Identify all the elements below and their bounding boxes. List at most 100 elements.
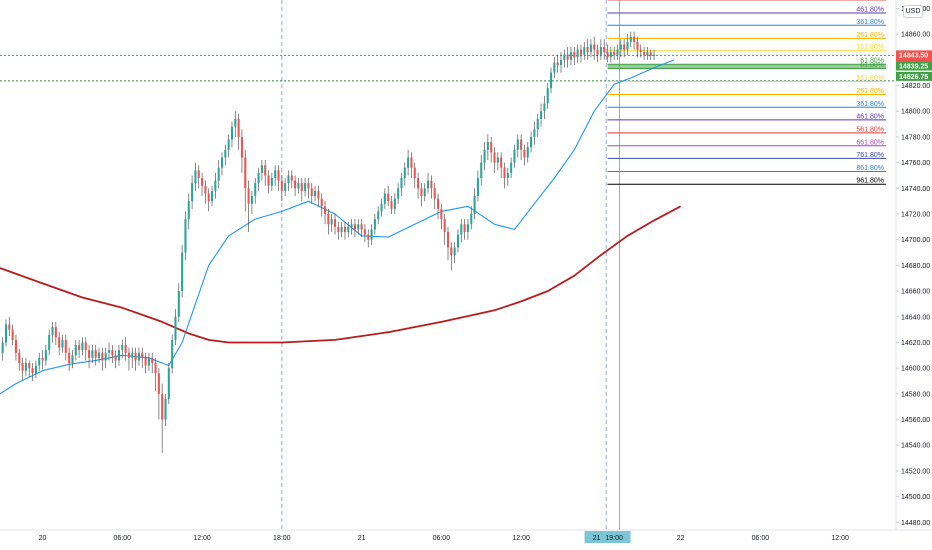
candle-body	[101, 352, 104, 361]
candle-body	[576, 49, 579, 58]
candle	[304, 178, 307, 197]
x-tick-label: 06:00	[752, 535, 770, 542]
price-axis[interactable]: 14480.00 14500.00 14520.00 14540.00 14560.00…	[896, 6, 930, 527]
y-tick-label: 14660.00	[901, 289, 930, 296]
y-tick-label: 14740.00	[901, 186, 930, 193]
candle-body	[513, 149, 516, 163]
candle-body	[114, 355, 117, 361]
candle	[84, 337, 87, 361]
candle-body	[78, 345, 81, 351]
candle-body	[603, 47, 606, 53]
candle	[500, 152, 503, 179]
candle	[490, 136, 493, 163]
candle-body	[164, 398, 167, 420]
vertical-markers	[281, 0, 620, 530]
fib-level-label: 361.80%	[856, 101, 884, 108]
candle	[456, 229, 460, 253]
candle	[167, 363, 170, 405]
candle-body	[314, 190, 317, 197]
candle-body	[340, 226, 343, 232]
candle-body	[264, 165, 267, 176]
candle-body	[58, 337, 61, 348]
candle-body	[516, 139, 519, 150]
candle-body	[390, 201, 393, 209]
candle	[470, 206, 473, 230]
candle	[593, 36, 596, 60]
candle-body	[234, 118, 237, 127]
price-tag-bg	[896, 61, 932, 71]
candle-body	[131, 352, 134, 358]
candle	[513, 144, 516, 168]
candle	[320, 193, 323, 217]
candle	[280, 175, 283, 202]
candle-body	[154, 363, 157, 374]
candle	[417, 172, 420, 199]
candle-body	[613, 52, 616, 55]
candle	[41, 350, 44, 370]
candle-body	[549, 72, 553, 89]
candle	[310, 183, 313, 204]
candle	[573, 47, 576, 65]
candle-body	[207, 193, 210, 202]
candle-body	[413, 167, 416, 179]
candle-body	[393, 198, 396, 209]
candle-body	[440, 208, 443, 220]
candle-body	[476, 178, 479, 197]
candle	[64, 334, 67, 361]
candle	[1, 337, 4, 361]
currency-button[interactable]: USD	[903, 5, 923, 18]
candle-body	[566, 54, 569, 60]
candle-body	[493, 152, 496, 163]
candle	[201, 172, 204, 197]
candle-body	[463, 224, 466, 232]
candle-body	[367, 234, 370, 240]
x-tick-label: 20	[39, 535, 47, 542]
candle-body	[81, 342, 84, 351]
candle-body	[41, 357, 44, 361]
candle	[423, 183, 426, 202]
candle	[526, 142, 529, 163]
candle	[154, 357, 157, 392]
candle	[151, 352, 154, 374]
candle	[440, 203, 443, 230]
candle	[463, 219, 466, 240]
candle-body	[240, 136, 243, 158]
candle-body	[147, 357, 150, 366]
candle-body	[260, 165, 263, 173]
candle-body	[470, 214, 473, 225]
candle	[274, 165, 277, 186]
fib-level-label: 461.80%	[856, 6, 884, 13]
candle-body	[211, 190, 214, 202]
candle	[483, 142, 486, 171]
y-tick-label: 14560.00	[901, 417, 930, 424]
candle-body	[74, 345, 77, 356]
x-tick-label: 06:00	[433, 535, 451, 542]
candle	[187, 193, 190, 230]
candle-body	[14, 339, 17, 353]
candle-body	[144, 357, 147, 366]
candle	[377, 206, 380, 225]
ma-long-line	[0, 205, 682, 344]
y-tick-label: 14780.00	[901, 134, 930, 141]
candle	[104, 347, 107, 369]
candle-body	[569, 52, 572, 60]
candle-body	[31, 368, 34, 374]
candle	[609, 47, 612, 63]
candle	[314, 185, 317, 202]
candle-body	[466, 224, 469, 232]
candle-body	[327, 214, 330, 225]
candle	[450, 242, 453, 271]
candle-body	[230, 126, 234, 140]
candle	[626, 34, 629, 55]
candle-body	[383, 193, 386, 204]
y-tick-label: 14500.00	[901, 494, 930, 501]
candle-body	[171, 339, 174, 369]
candle-body	[104, 352, 107, 361]
candle-body	[503, 167, 506, 179]
candle-body	[589, 44, 592, 53]
candle-body	[526, 147, 529, 158]
candle-body	[473, 196, 476, 215]
candle-body	[34, 365, 37, 374]
